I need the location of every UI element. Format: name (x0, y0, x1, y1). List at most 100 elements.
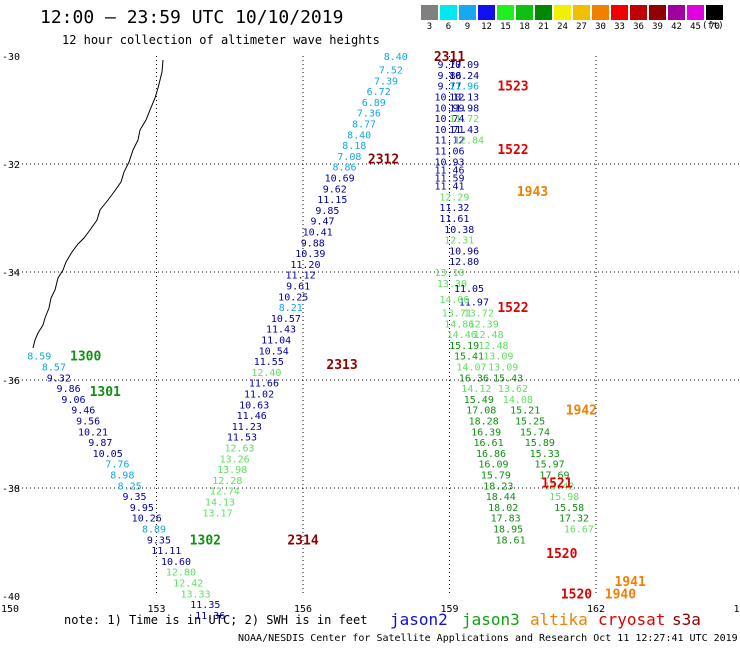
scale-swatch-45 (687, 5, 704, 20)
legend-s3a: s3a (672, 610, 701, 629)
scale-swatch-6 (440, 5, 457, 20)
wave-height-value: 16.67 (564, 525, 594, 536)
scale-label-42: 42 (671, 22, 682, 32)
pass-time-label: 1523 (497, 80, 528, 95)
wave-height-value: 11.43 (266, 325, 296, 336)
scale-label-36: 36 (633, 22, 644, 32)
pass-time-label: 2314 (287, 533, 318, 548)
scale-swatch-12 (478, 5, 495, 20)
wave-height-value: 14.86 (444, 319, 474, 330)
wave-height-value: 9.86 (437, 71, 461, 82)
wave-height-value: 15.74 (520, 427, 550, 438)
wave-height-value: 11.12 (434, 136, 464, 147)
wave-height-value: 9.61 (286, 282, 310, 293)
wave-height-value: 9.46 (71, 406, 95, 417)
wave-height-value: 10.39 (295, 249, 325, 260)
wave-height-value: 6.89 (362, 98, 386, 109)
pass-time-label: 2313 (326, 358, 357, 373)
wave-height-value: 9.62 (323, 184, 347, 195)
wave-height-value: 13.26 (220, 454, 250, 465)
wave-height-value: 10.60 (161, 557, 191, 568)
wave-height-value: 15.79 (481, 471, 511, 482)
wave-height-value: 14.07 (456, 363, 486, 374)
wave-height-value: 11.66 (249, 379, 279, 390)
wave-height-value: 11.05 (454, 284, 484, 295)
wave-height-value: 11.35 (190, 600, 220, 611)
wave-height-value: 13.10 (434, 268, 464, 279)
wave-height-value: 8.77 (352, 120, 376, 131)
wave-height-value: 7.76 (105, 460, 129, 471)
wave-height-value: 11.55 (254, 357, 284, 368)
pass-time-label: 1940 (605, 587, 636, 602)
pass-time-label: 2311 (434, 50, 465, 65)
wave-height-value: 17.83 (491, 514, 521, 525)
scale-swatch-39 (649, 5, 666, 20)
wave-height-value: 11.53 (227, 433, 257, 444)
pass-time-label: 1302 (190, 533, 221, 548)
wave-height-value: 17.08 (466, 406, 496, 417)
lon-tick-label: 156 (294, 604, 312, 615)
wave-height-value: 11.32 (439, 203, 469, 214)
wave-height-value: 13.62 (498, 384, 528, 395)
scale-label-9: 9 (464, 22, 471, 32)
pass-time-label: 1520 (546, 547, 577, 562)
wave-height-value: 12.80 (166, 568, 196, 579)
wave-height-value: 9.86 (57, 384, 81, 395)
pass-time-label: 1522 (497, 143, 528, 158)
wave-height-value: 14.08 (503, 395, 533, 406)
wave-height-value: 13.71 (442, 309, 472, 320)
legend-jason2: jason2 (390, 610, 448, 629)
wave-height-value: 16.86 (476, 449, 506, 460)
wave-height-value: 10.41 (303, 228, 333, 239)
wave-height-value: 15.89 (525, 438, 555, 449)
scale-label-30: 30 (595, 22, 606, 32)
wave-height-value: 11.11 (151, 546, 181, 557)
wave-height-value: 12.28 (212, 476, 242, 487)
lon-tick-label: 162 (587, 604, 605, 615)
wave-height-value: 12.40 (251, 368, 281, 379)
lat-tick-label: -34 (2, 268, 20, 279)
wave-height-value: 9.32 (47, 373, 71, 384)
wave-height-value: 13.09 (488, 363, 518, 374)
wave-height-value: 8.86 (332, 163, 356, 174)
wave-height-value: 15.33 (530, 449, 560, 460)
wave-height-value: 7.36 (357, 109, 381, 120)
wave-height-value: 10.96 (449, 246, 479, 257)
scale-swatch-18 (516, 5, 533, 20)
wave-height-value: 11.41 (434, 182, 464, 193)
wave-height-value: 15.98 (549, 492, 579, 503)
wave-height-value: 7.52 (379, 66, 403, 77)
wave-height-value: 6.72 (367, 87, 391, 98)
wave-height-value: 10.05 (93, 449, 123, 460)
wave-height-value: 7.08 (337, 152, 361, 163)
wave-height-value: 9.06 (61, 395, 85, 406)
lon-tick-label: 165 (733, 604, 740, 615)
wave-height-value: 12.31 (444, 236, 474, 247)
wave-height-value: 15.42 (544, 481, 574, 492)
scale-swatch-70 (706, 5, 723, 20)
pass-time-label: 1300 (70, 350, 101, 365)
scale-swatch-27 (573, 5, 590, 20)
scale-swatch-15 (497, 5, 514, 20)
footer-note: note: 1) Time is in UTC; 2) SWH is in fe… (64, 613, 368, 627)
wave-height-value: 12.80 (449, 257, 479, 268)
scale-swatch-3 (421, 5, 438, 20)
wave-height-value: 11.46 (434, 165, 464, 176)
wave-height-value: 18.95 (493, 525, 523, 536)
wave-height-value: 11.72 (449, 114, 479, 125)
wave-height-value: 13.30 (437, 279, 467, 290)
wave-height-value: 10.26 (132, 514, 162, 525)
pass-time-label: 1521 (541, 477, 572, 492)
wave-height-value: 13.98 (217, 465, 247, 476)
wave-height-value: 12.48 (478, 341, 508, 352)
wave-height-value: 12.39 (469, 319, 499, 330)
wave-height-value: 11.46 (237, 411, 267, 422)
page-title: 12:00 – 23:59 UTC 10/10/2019 (40, 7, 344, 28)
wave-height-value: 18.02 (488, 503, 518, 514)
wave-height-value: 10.21 (78, 427, 108, 438)
wave-height-value: 12.63 (224, 444, 254, 455)
lat-tick-label: -36 (2, 376, 20, 387)
lat-tick-label: -32 (2, 160, 20, 171)
wave-height-value: 11.23 (232, 422, 262, 433)
